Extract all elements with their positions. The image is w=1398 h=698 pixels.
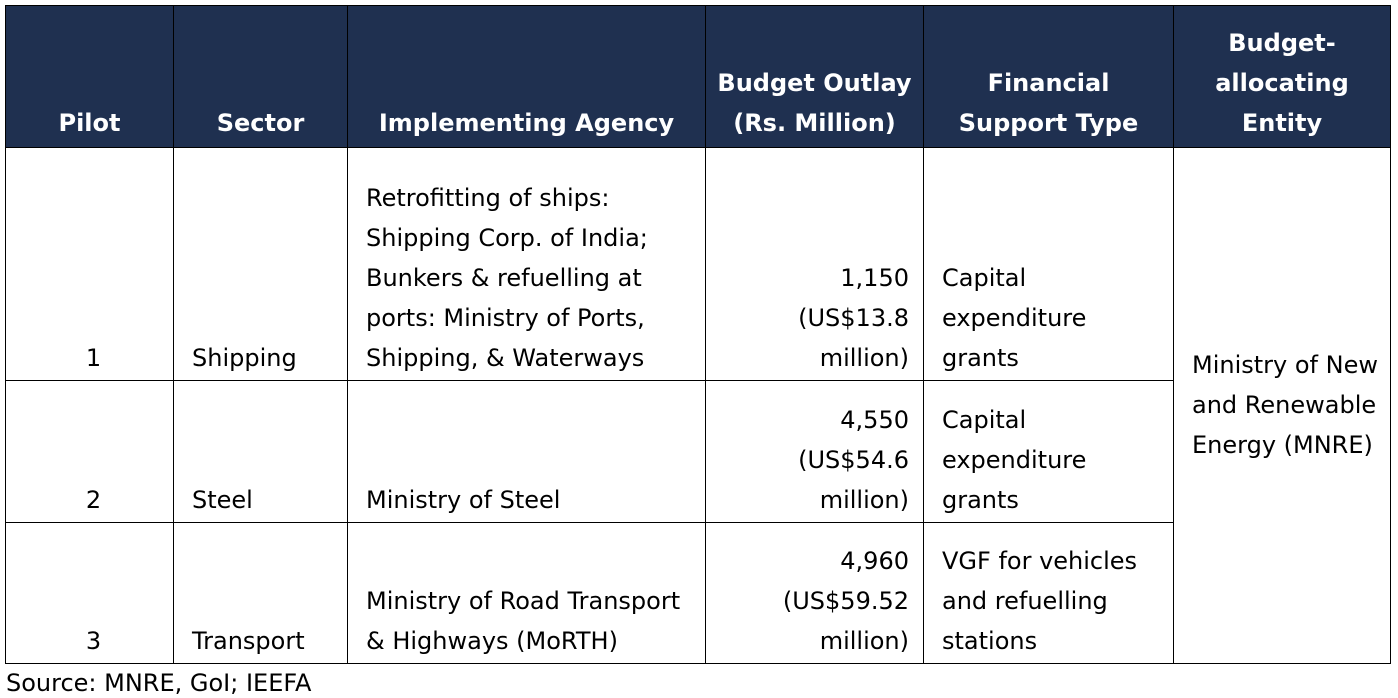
cell: 4,550 (US$54.6 million) <box>705 380 924 523</box>
source-note: Source: MNRE, GoI; IEEFA <box>6 669 312 697</box>
cell: Shipping <box>173 147 348 381</box>
cell: 1,150 (US$13.8 million) <box>705 147 924 381</box>
cell: Capital expenditure grants <box>923 147 1174 381</box>
table-row: 2 Steel Ministry of Steel 4,550 (US$54.6… <box>5 380 1391 523</box>
cell: Ministry of Road Transport & Highways (M… <box>347 522 706 664</box>
cell: Capital expenditure grants <box>923 380 1174 523</box>
header-cell: Financial Support Type <box>923 5 1174 148</box>
header-row: Pilot Sector Implementing Agency Budget … <box>5 5 1391 148</box>
header-cell: Sector <box>173 5 348 148</box>
cell: VGF for vehicles and refuelling stations <box>923 522 1174 664</box>
header-cell: Budget Outlay (Rs. Million) <box>705 5 924 148</box>
cell: 4,960 (US$59.52 million) <box>705 522 924 664</box>
cell: Retrofitting of ships: Shipping Corp. of… <box>347 147 706 381</box>
cell: Transport <box>173 522 348 664</box>
cell: Ministry of New and Renewable Energy (MN… <box>1173 147 1391 664</box>
table-row: 3 Transport Ministry of Road Transport &… <box>5 522 1391 664</box>
table-row: 1 Shipping Retrofitting of ships: Shippi… <box>5 147 1391 664</box>
cell: Steel <box>173 380 348 523</box>
cell: 1 <box>5 147 174 381</box>
cell: 3 <box>5 522 174 664</box>
cell: Ministry of Steel <box>347 380 706 523</box>
cell: 2 <box>5 380 174 523</box>
header-cell: Implementing Agency <box>347 5 706 148</box>
header-cell: Budget-allocating Entity <box>1173 5 1391 148</box>
header-cell: Pilot <box>5 5 174 148</box>
pilot-table: Pilot Sector Implementing Agency Budget … <box>5 5 1391 664</box>
